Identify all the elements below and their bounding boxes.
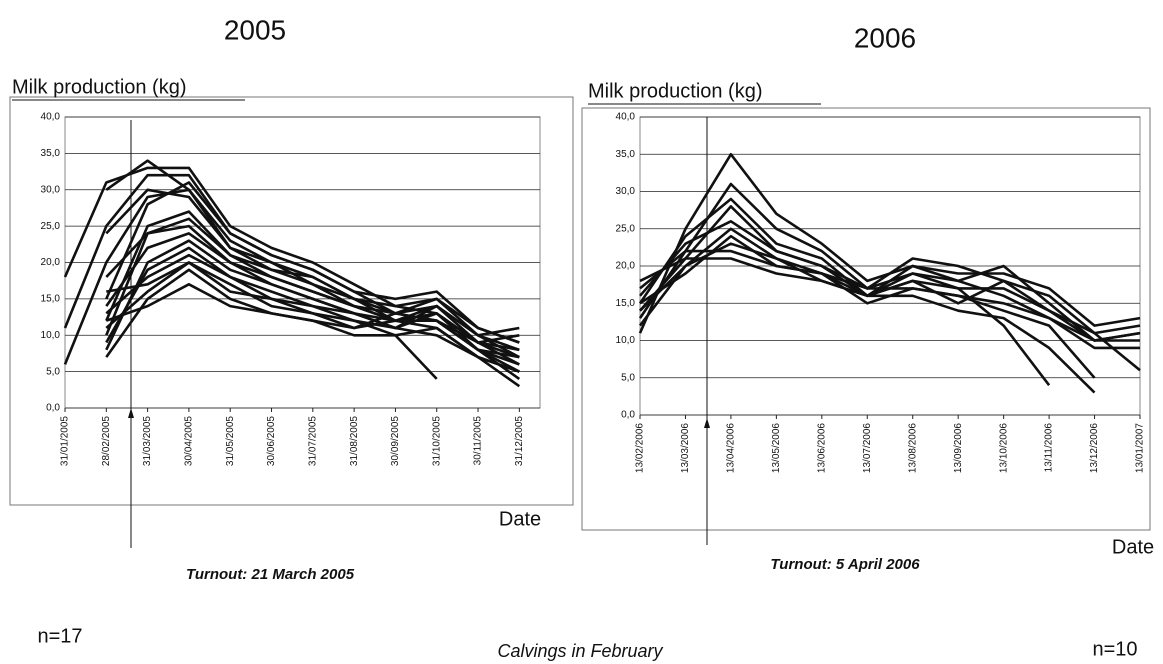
y-tick-label: 15,0 xyxy=(41,294,61,305)
series-line xyxy=(638,227,1141,372)
series-line xyxy=(639,257,1141,342)
sample-size: n=10 xyxy=(1092,638,1137,660)
y-tick-label: 40,0 xyxy=(41,112,61,123)
chart-frame xyxy=(9,96,574,506)
x-tick-label: 28/02/2005 xyxy=(101,416,112,466)
x-tick-label: 31/08/2005 xyxy=(349,416,360,466)
turnout-arrowhead xyxy=(704,418,710,428)
x-tick-label: 31/07/2005 xyxy=(307,416,318,466)
y-tick-label: 35,0 xyxy=(41,148,61,159)
x-tick-label: 13/06/2006 xyxy=(816,423,827,473)
x-tick-label: 13/09/2006 xyxy=(953,423,964,473)
y-tick-label: 40,0 xyxy=(616,112,636,123)
x-tick-label: 13/11/2006 xyxy=(1044,423,1055,473)
chart-frame xyxy=(581,107,1151,531)
series-line xyxy=(105,224,520,337)
series-line xyxy=(638,197,1141,342)
series-line xyxy=(105,239,520,366)
y-tick-label: 20,0 xyxy=(616,261,636,272)
y-tick-label: 30,0 xyxy=(616,186,636,197)
x-tick-label: 30/09/2005 xyxy=(390,416,401,466)
series-line xyxy=(105,181,520,344)
x-tick-label: 30/11/2005 xyxy=(473,416,484,466)
x-tick-label: 31/10/2005 xyxy=(431,416,442,466)
series-line xyxy=(105,253,521,388)
y-tick-label: 0,0 xyxy=(46,403,60,414)
x-axis-label: Date xyxy=(1112,536,1154,558)
x-tick-label: 30/04/2005 xyxy=(184,416,195,466)
x-tick-label: 31/12/2005 xyxy=(514,416,525,466)
x-tick-label: 30/06/2005 xyxy=(266,416,277,466)
series-line xyxy=(639,234,1096,379)
x-tick-label: 13/10/2006 xyxy=(998,423,1009,473)
x-tick-label: 13/12/2006 xyxy=(1089,423,1100,473)
x-tick-label: 13/07/2006 xyxy=(862,423,873,473)
series-line xyxy=(638,153,1141,334)
series-line xyxy=(639,249,1051,386)
x-tick-label: 13/08/2006 xyxy=(907,423,918,473)
series-line xyxy=(638,182,1141,335)
series-line xyxy=(106,261,438,380)
x-tick-label: 31/03/2005 xyxy=(142,416,153,466)
chart-title: 2006 xyxy=(854,22,916,53)
x-tick-label: 31/01/2005 xyxy=(60,416,71,466)
y-tick-label: 30,0 xyxy=(41,184,61,195)
y-tick-label: 5,0 xyxy=(46,366,60,377)
annotation: Turnout: 5 April 2006 xyxy=(770,556,920,573)
y-tick-label: 35,0 xyxy=(616,149,636,160)
series-line xyxy=(105,261,520,344)
x-axis-label: Date xyxy=(499,508,541,530)
sample-size: n=17 xyxy=(37,625,82,647)
y-tick-label: 5,0 xyxy=(621,372,635,383)
annotation: Turnout: 21 March 2005 xyxy=(186,566,355,583)
y-tick-label: 10,0 xyxy=(616,335,636,346)
caption: Calvings in February xyxy=(497,641,663,661)
series-line xyxy=(105,283,520,373)
series-line xyxy=(105,232,520,344)
y-tick-label: 25,0 xyxy=(41,221,61,232)
y-tick-label: 10,0 xyxy=(41,330,61,341)
y-axis-label: Milk production (kg) xyxy=(588,80,763,102)
chart-title: 2005 xyxy=(224,14,286,45)
x-tick-label: 13/05/2006 xyxy=(771,423,782,473)
x-tick-label: 13/03/2006 xyxy=(680,423,691,473)
x-tick-label: 13/01/2007 xyxy=(1135,423,1146,473)
y-tick-label: 0,0 xyxy=(621,410,635,421)
y-tick-label: 20,0 xyxy=(41,257,61,268)
x-tick-label: 31/05/2005 xyxy=(225,416,236,466)
y-tick-label: 25,0 xyxy=(616,223,636,234)
x-tick-label: 13/02/2006 xyxy=(635,423,646,473)
x-tick-label: 13/04/2006 xyxy=(726,423,737,473)
y-tick-label: 15,0 xyxy=(616,298,636,309)
series-line xyxy=(105,159,520,352)
y-axis-label: Milk production (kg) xyxy=(12,76,187,98)
turnout-arrowhead xyxy=(128,408,134,418)
